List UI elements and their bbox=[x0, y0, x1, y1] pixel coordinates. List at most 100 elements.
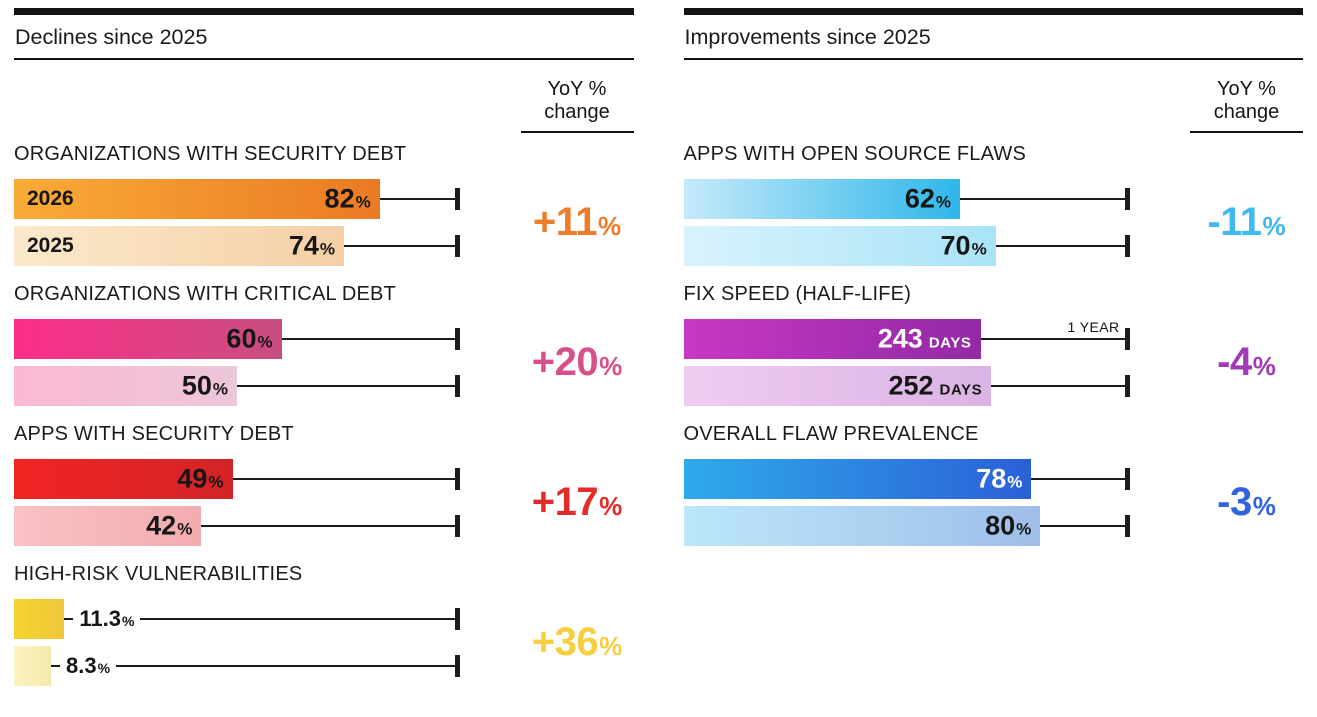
section: ORGANIZATIONS WITH CRITICAL DEBT 60% 50% +2… bbox=[14, 283, 634, 406]
bar-value-number: 50 bbox=[181, 370, 212, 401]
yoy-header-line1: YoY % bbox=[547, 78, 607, 100]
bar-value-number: 11.3 bbox=[79, 606, 121, 631]
yoy-value: +17% bbox=[532, 480, 622, 525]
one-year-annotation: 1 YEAR bbox=[1067, 319, 1120, 335]
bar: 50% bbox=[14, 366, 237, 406]
section: APPS WITH OPEN SOURCE FLAWS 62% 70% -11% bbox=[683, 143, 1304, 266]
section-title: APPS WITH SECURITY DEBT bbox=[14, 423, 294, 445]
bar-row: 50% bbox=[14, 366, 460, 406]
yoy-cell: -11% bbox=[1130, 179, 1304, 266]
whisker-line bbox=[201, 525, 457, 527]
whisker-line bbox=[64, 618, 457, 620]
yoy-value-unit: % bbox=[598, 211, 621, 241]
bar-row: 11.3% bbox=[14, 599, 460, 639]
bar-group: 49% 42% bbox=[14, 459, 460, 546]
bar-value-unit: % bbox=[355, 192, 371, 212]
bar-value: 8.3% bbox=[60, 653, 117, 679]
yoy-value-unit: % bbox=[599, 351, 622, 381]
whisker-tick bbox=[1124, 515, 1130, 537]
bar-row: 8.3% bbox=[14, 646, 460, 686]
yoy-value-unit: % bbox=[599, 631, 622, 661]
bar-value-number: 74 bbox=[288, 230, 319, 261]
bar-value: 252 DAYS bbox=[888, 371, 982, 402]
whisker-tick bbox=[455, 655, 460, 677]
yoy-cell: +36% bbox=[460, 599, 634, 686]
yoy-column-header: YoY % change bbox=[520, 78, 634, 133]
bar-value-unit: DAYS bbox=[928, 334, 972, 352]
bar-value-number: 80 bbox=[985, 510, 1016, 541]
bar-value-unit: % bbox=[1007, 472, 1023, 492]
bar-value-number: 243 bbox=[877, 323, 923, 354]
whisker-tick bbox=[455, 468, 460, 490]
yoy-value: -3% bbox=[1217, 480, 1276, 525]
yoy-value: +20% bbox=[532, 340, 622, 385]
bar-row: 42% bbox=[14, 506, 460, 546]
whisker-line bbox=[51, 665, 457, 667]
bar-value-number: 49 bbox=[177, 463, 208, 494]
bar-value-unit: % bbox=[1016, 519, 1032, 539]
yoy-value: +11% bbox=[533, 200, 621, 245]
whisker-tick bbox=[1124, 468, 1130, 490]
bar-value-unit: % bbox=[97, 660, 111, 676]
bar-row: 78% bbox=[683, 459, 1130, 499]
bar: 252 DAYS bbox=[683, 366, 992, 406]
whisker-line bbox=[980, 338, 1127, 340]
panel-top-rule bbox=[683, 8, 1303, 15]
whisker-line bbox=[991, 385, 1127, 387]
yoy-value-number: +11 bbox=[532, 200, 598, 244]
bar-value-number: 8.3 bbox=[66, 653, 97, 678]
bar: 42% bbox=[14, 506, 202, 546]
yoy-value-number: +17 bbox=[531, 480, 599, 524]
whisker-line bbox=[281, 338, 457, 340]
bar-value: 243 DAYS bbox=[878, 324, 972, 355]
bar-group: 60% 50% bbox=[14, 319, 460, 406]
yoy-header-line2: change bbox=[1213, 101, 1280, 123]
panel-title: Improvements since 2025 bbox=[683, 15, 1303, 60]
section-title: ORGANIZATIONS WITH CRITICAL DEBT bbox=[14, 283, 396, 305]
bar-row: 252 DAYS bbox=[683, 366, 1130, 406]
bar-value-number: 62 bbox=[904, 183, 935, 214]
bar-value: 82% bbox=[325, 184, 371, 215]
bar-row: 62% bbox=[683, 179, 1130, 219]
sections-container: ORGANIZATIONS WITH SECURITY DEBT 2026 82% 2… bbox=[14, 143, 634, 686]
bar: 2025 74% bbox=[14, 226, 345, 266]
bar bbox=[14, 646, 52, 686]
bar-value-unit: % bbox=[177, 519, 193, 539]
bar: 2026 82% bbox=[14, 179, 380, 219]
whisker-tick bbox=[455, 375, 460, 397]
yoy-cell: +17% bbox=[460, 459, 634, 546]
panel-top-rule bbox=[14, 8, 634, 15]
section: OVERALL FLAW PREVALENCE 78% 80% -3% bbox=[683, 423, 1304, 546]
bar-value: 49% bbox=[177, 464, 223, 495]
bar-value-unit: % bbox=[971, 239, 987, 259]
bar: 70% bbox=[683, 226, 996, 266]
bar-value-unit: % bbox=[122, 613, 135, 629]
whisker-line bbox=[232, 478, 457, 480]
section: FIX SPEED (HALF-LIFE) 243 DAYS 1 YEAR 252 DAY… bbox=[683, 283, 1304, 406]
bar: 78% bbox=[683, 459, 1032, 499]
bar-value: 11.3% bbox=[73, 606, 141, 632]
yoy-value-unit: % bbox=[1262, 211, 1286, 241]
section: APPS WITH SECURITY DEBT 49% 42% +17% bbox=[14, 423, 634, 546]
yoy-value: -11% bbox=[1207, 200, 1285, 245]
whisker-line bbox=[1040, 525, 1127, 527]
yoy-header-line2: change bbox=[544, 101, 610, 123]
section-title: FIX SPEED (HALF-LIFE) bbox=[683, 283, 912, 305]
whisker-tick bbox=[1124, 375, 1130, 397]
yoy-header-line1: YoY % bbox=[1217, 78, 1276, 100]
bar-value: 74% bbox=[289, 231, 335, 262]
yoy-cell: -4% bbox=[1130, 319, 1304, 406]
bar: 80% bbox=[683, 506, 1041, 546]
whisker-tick bbox=[455, 328, 460, 350]
yoy-value-number: -11 bbox=[1207, 200, 1262, 244]
section: ORGANIZATIONS WITH SECURITY DEBT 2026 82% 2… bbox=[14, 143, 634, 266]
bar-value-unit: DAYS bbox=[939, 381, 983, 399]
yoy-value-number: +20 bbox=[531, 340, 599, 384]
yoy-column-header: YoY % change bbox=[1190, 78, 1303, 133]
yoy-value-number: -3 bbox=[1217, 480, 1252, 524]
section: HIGH-RISK VULNERABILITIES 11.3% 8.3% +36% bbox=[14, 563, 634, 686]
yoy-value-unit: % bbox=[1252, 351, 1276, 381]
whisker-tick bbox=[455, 235, 460, 257]
bar-value-unit: % bbox=[935, 192, 952, 212]
